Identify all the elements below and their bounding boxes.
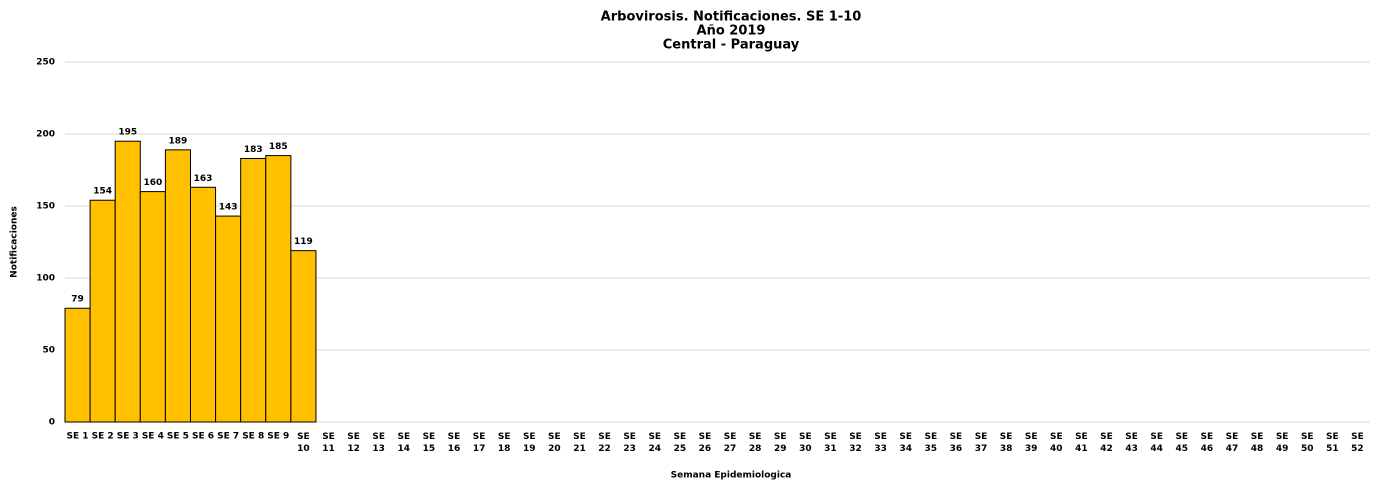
x-tick-label: SE 34 (899, 432, 912, 454)
x-tick-label: SE 17 (473, 432, 486, 454)
x-tick-label: SE 12 (347, 432, 360, 454)
y-tick-label: 0 (49, 418, 55, 428)
y-axis-label: Notificaciones (10, 206, 20, 278)
x-tick-label: SE 2 (92, 432, 114, 442)
x-tick-label: SE 27 (724, 432, 737, 454)
bar (189, 186, 217, 423)
data-label: 143 (219, 203, 238, 213)
bar (89, 199, 116, 423)
bar (114, 140, 141, 423)
x-axis-label: Semana Epidemiologica (671, 471, 792, 481)
x-tick-label: SE 14 (397, 432, 410, 454)
bar (139, 191, 166, 423)
x-tick-label: SE 10 (297, 432, 310, 454)
x-tick-label: SE 25 (674, 432, 687, 454)
bar (265, 155, 292, 423)
x-tick-label: SE 24 (648, 432, 661, 454)
data-label: 163 (194, 174, 213, 184)
x-tick-label: SE 21 (573, 432, 586, 454)
y-tick-label: 150 (36, 202, 55, 212)
data-label: 119 (294, 237, 313, 247)
x-tick-label: SE 13 (372, 432, 385, 454)
bar (290, 250, 317, 423)
data-label: 160 (143, 178, 162, 188)
x-tick-label: SE 41 (1075, 432, 1088, 454)
x-tick-label: SE 15 (423, 432, 436, 454)
data-label: 195 (118, 128, 137, 138)
x-tick-label: SE 43 (1125, 432, 1138, 454)
x-tick-label: SE 19 (523, 432, 536, 454)
bar (164, 149, 191, 423)
x-tick-label: SE 22 (598, 432, 611, 454)
x-tick-label: SE 7 (217, 432, 239, 442)
x-tick-label: SE 31 (824, 432, 837, 454)
x-tick-label: SE 30 (799, 432, 812, 454)
x-tick-label: SE 8 (242, 432, 264, 442)
x-tick-label: SE 26 (699, 432, 712, 454)
bar (64, 307, 91, 423)
x-tick-label: SE 5 (167, 432, 189, 442)
x-tick-label: SE 48 (1251, 432, 1264, 454)
x-tick-label: SE 3 (117, 432, 139, 442)
x-tick-label: SE 23 (623, 432, 636, 454)
x-tick-label: SE 52 (1351, 432, 1364, 454)
chart-title: Central - Paraguay (663, 38, 800, 53)
bar (215, 215, 242, 423)
x-tick-label: SE 9 (267, 432, 289, 442)
y-tick-label: 200 (36, 130, 55, 140)
data-label: 79 (71, 295, 84, 305)
x-tick-label: SE 40 (1050, 432, 1063, 454)
x-tick-label: SE 35 (924, 432, 937, 454)
x-tick-label: SE 51 (1326, 432, 1339, 454)
x-tick-label: SE 16 (448, 432, 461, 454)
x-tick-label: SE 47 (1226, 432, 1239, 454)
y-tick-label: 250 (36, 58, 55, 68)
x-tick-label: SE 45 (1175, 432, 1188, 454)
x-tick-label: SE 44 (1150, 432, 1163, 454)
x-tick-label: SE 42 (1100, 432, 1113, 454)
chart-title: Arbovirosis. Notificaciones. SE 1-10 (601, 10, 862, 25)
bar (240, 157, 267, 423)
x-tick-label: SE 28 (749, 432, 762, 454)
x-tick-label: SE 46 (1201, 432, 1214, 454)
x-tick-label: SE 29 (774, 432, 787, 454)
data-label: 189 (169, 136, 188, 146)
x-tick-label: SE 39 (1025, 432, 1038, 454)
data-label: 185 (269, 142, 288, 152)
x-tick-label: SE 37 (975, 432, 988, 454)
x-tick-label: SE 18 (498, 432, 511, 454)
data-label: 154 (93, 187, 112, 197)
x-tick-label: SE 11 (322, 432, 335, 454)
x-tick-label: SE 33 (874, 432, 887, 454)
x-tick-label: SE 1 (67, 432, 89, 442)
x-tick-label: SE 49 (1276, 432, 1289, 454)
y-tick-label: 100 (36, 274, 55, 284)
x-tick-label: SE 50 (1301, 432, 1314, 454)
x-tick-label: SE 38 (1000, 432, 1013, 454)
x-tick-label: SE 4 (142, 432, 164, 442)
y-tick-label: 50 (42, 346, 55, 356)
chart-title: Año 2019 (697, 24, 766, 39)
x-tick-label: SE 32 (849, 432, 862, 454)
data-label: 183 (244, 145, 263, 155)
x-tick-label: SE 20 (548, 432, 561, 454)
x-tick-label: SE 6 (192, 432, 214, 442)
x-tick-label: SE 36 (950, 432, 963, 454)
